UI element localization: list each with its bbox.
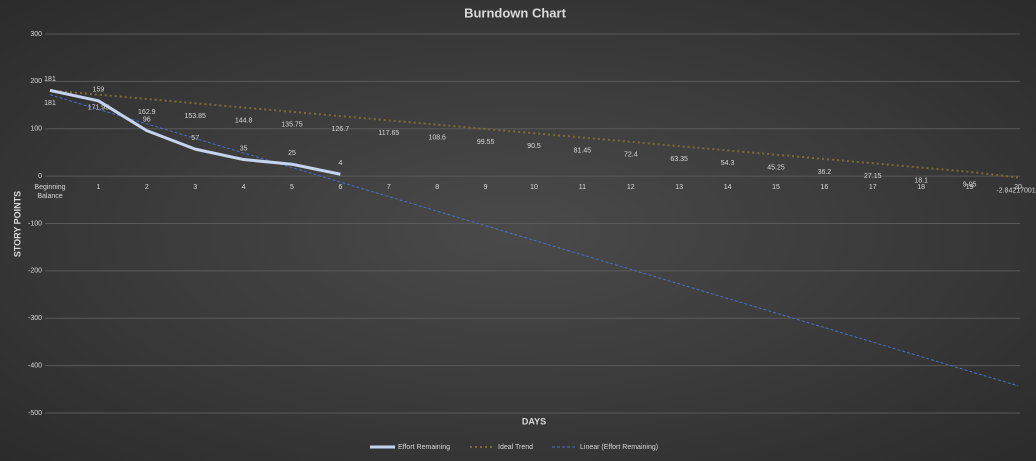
data-label: 99.55 <box>477 139 495 146</box>
y-tick-label: 100 <box>30 126 42 133</box>
data-label: 9.05 <box>963 182 977 189</box>
x-tick-label: 8 <box>435 184 440 192</box>
data-label: 81.45 <box>574 147 592 154</box>
data-label: 181 <box>44 76 56 83</box>
y-tick-label: 300 <box>30 31 42 38</box>
data-label: 27.15 <box>864 173 882 180</box>
data-label: 63.35 <box>670 156 688 163</box>
x-tick-label: 2 <box>144 184 149 192</box>
data-label: 25 <box>288 150 296 157</box>
x-tick-label: 3 <box>193 184 198 192</box>
x-tick-label: Beginning Balance <box>34 184 66 201</box>
chart-title: Burndown Chart <box>464 5 566 20</box>
data-label: 126.7 <box>332 126 350 133</box>
data-label: 57 <box>191 135 199 142</box>
x-tick-label: 12 <box>626 184 635 192</box>
series-line <box>49 89 1019 179</box>
x-tick-label: 4 <box>241 184 246 192</box>
data-label: 35 <box>240 145 248 152</box>
legend-label: Linear (Effort Remaining) <box>580 444 658 451</box>
y-tick-label: -300 <box>28 315 42 322</box>
data-label: 36.2 <box>818 169 832 176</box>
data-label: 45.25 <box>767 165 785 172</box>
y-tick-label: 200 <box>30 78 42 85</box>
data-label: 96 <box>143 116 151 123</box>
data-label: 90.5 <box>527 143 541 150</box>
x-tick-label: 6 <box>338 184 343 192</box>
data-label: 117.65 <box>378 130 399 137</box>
x-tick-label: 9 <box>483 184 488 192</box>
x-tick-label: 11 <box>578 184 587 192</box>
data-label: 144.8 <box>235 117 253 124</box>
x-tick-label: 15 <box>772 184 780 192</box>
x-tick-label: 7 <box>386 184 391 192</box>
series-line <box>49 88 341 176</box>
x-tick-label: 1 <box>96 184 101 192</box>
data-label: 4 <box>338 160 342 167</box>
data-label: 159 <box>93 87 105 94</box>
data-label: 153.85 <box>184 113 206 120</box>
data-label: 18.1 <box>914 177 928 184</box>
legend-label: Ideal Trend <box>498 444 533 451</box>
data-label: 72.4 <box>624 152 638 159</box>
y-tick-label: -500 <box>28 410 42 417</box>
x-tick-label: 16 <box>820 184 829 192</box>
x-tick-label: 5 <box>290 184 294 192</box>
data-label: 135.75 <box>281 122 303 129</box>
x-tick-label: 18 <box>917 184 926 192</box>
x-tick-label: 10 <box>530 184 538 192</box>
y-tick-label: -200 <box>28 268 42 275</box>
trendline <box>49 94 1019 387</box>
x-axis-label: DAYS <box>522 416 546 426</box>
x-tick-label: 13 <box>675 184 684 192</box>
x-tick-label: 17 <box>868 184 877 192</box>
data-label: 54.3 <box>721 160 735 167</box>
legend-label: Effort Remaining <box>398 444 450 451</box>
x-tick-label: 20 <box>1014 184 1022 192</box>
data-label: 181 <box>44 100 56 107</box>
y-tick-label: -100 <box>28 220 42 227</box>
x-tick-label: 14 <box>723 184 732 192</box>
x-tick-label: 19 <box>965 184 974 192</box>
y-axis-label: STORY POINTS <box>12 191 22 257</box>
data-label: 108.6 <box>428 135 446 142</box>
data-label: 162.9 <box>138 109 156 116</box>
data-label: -2.842170014 <box>996 187 1036 194</box>
data-label: 171.95 <box>88 105 110 112</box>
y-tick-label: 0 <box>38 173 42 180</box>
y-tick-label: -400 <box>28 362 42 369</box>
